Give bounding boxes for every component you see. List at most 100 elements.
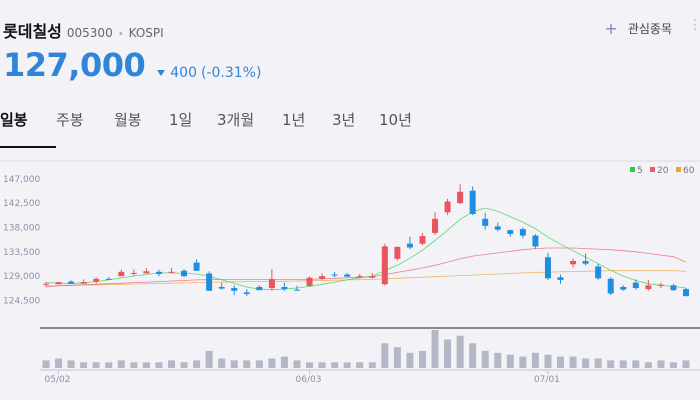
volume-bar	[494, 352, 502, 368]
volume-bar	[167, 360, 175, 368]
ma60-line	[45, 270, 687, 287]
candle-body	[494, 226, 501, 230]
candle-body	[670, 285, 677, 291]
volume-bar	[155, 362, 163, 368]
candle-body	[444, 201, 451, 213]
candle-body	[243, 292, 250, 294]
candle-body	[206, 273, 213, 291]
legend-label: 20	[657, 166, 669, 176]
candle-body	[181, 270, 188, 277]
volume-bar	[280, 356, 288, 368]
volume-bar	[582, 358, 590, 368]
legend-swatch	[630, 167, 635, 172]
stock-chart[interactable]: 124,500 129,000 133,500 138,000 142,500 147,0…	[0, 160, 700, 400]
y-tick-label: 142,500	[3, 199, 40, 209]
candle-body	[507, 230, 514, 234]
volume-bar	[268, 358, 276, 368]
y-tick-label: 129,000	[3, 272, 40, 282]
candle-body	[544, 257, 551, 279]
candle-body	[118, 271, 125, 277]
candle-body	[105, 278, 112, 280]
volume-bar	[105, 362, 113, 368]
legend-swatch	[676, 167, 681, 172]
separator-dot: •	[117, 29, 124, 40]
candle-body	[595, 266, 602, 279]
candle-body	[532, 235, 539, 247]
candle-body	[469, 190, 476, 214]
volume-bar	[519, 356, 527, 368]
candle-body	[482, 218, 489, 226]
candle-body	[55, 282, 62, 285]
candle-body	[93, 278, 100, 282]
tab-10years[interactable]: 10년	[379, 111, 412, 129]
more-vertical-icon[interactable]: ⋮	[688, 17, 700, 33]
volume-bar	[80, 362, 88, 368]
ma20-line	[45, 247, 687, 288]
candle-body	[632, 282, 639, 289]
candle-body	[582, 261, 589, 264]
candle-body	[43, 283, 49, 285]
candle-body	[519, 229, 526, 236]
volume-bar	[306, 362, 314, 368]
volume-bar	[456, 335, 464, 368]
volume-bar	[393, 347, 401, 368]
volume-bar	[669, 362, 677, 368]
volume-bar	[255, 360, 263, 368]
volume-bar	[318, 362, 326, 368]
volume-bar	[406, 352, 414, 368]
legend-label: 60	[683, 166, 695, 176]
y-tick-label: 133,500	[3, 248, 40, 258]
y-tick-label: 124,500	[3, 296, 40, 306]
volume-bar	[469, 343, 477, 368]
change-amount: 400	[170, 65, 197, 81]
volume-bar	[230, 360, 238, 368]
tab-3months[interactable]: 3개월	[217, 111, 255, 129]
stock-market: KOSPI	[128, 26, 164, 40]
candle-body	[143, 271, 150, 274]
tab-daily[interactable]: 일봉	[0, 108, 56, 148]
tab-monthly[interactable]: 월봉	[114, 111, 142, 129]
volume-bar	[356, 362, 364, 368]
candle-body	[193, 262, 200, 271]
volume-bar	[557, 356, 565, 368]
volume-bar	[531, 352, 539, 368]
volume-bar	[117, 360, 125, 368]
y-tick-label: 138,000	[3, 223, 40, 233]
tab-1year[interactable]: 1년	[282, 111, 306, 129]
volume-bar	[142, 362, 150, 368]
down-triangle-icon	[157, 70, 166, 76]
volume-bar	[632, 360, 640, 368]
price-row: 127,000 400 (-0.31%)	[3, 46, 261, 84]
add-watchlist-button[interactable]: + 관심종목	[604, 20, 672, 37]
price-change: 400 (-0.31%)	[157, 65, 261, 81]
candle-body	[394, 246, 401, 259]
candle-body	[683, 289, 689, 297]
stock-name: 롯데칠성	[3, 22, 62, 41]
tab-1day[interactable]: 1일	[169, 111, 193, 129]
candle-body	[356, 276, 363, 278]
candle-body	[130, 272, 137, 274]
change-percent: (-0.31%)	[200, 65, 262, 81]
candle-body	[645, 285, 652, 290]
volume-bar	[218, 358, 226, 368]
candle-body	[306, 277, 313, 286]
volume-bar	[130, 362, 138, 368]
volume-bar	[180, 362, 188, 368]
candle-body	[218, 286, 225, 289]
volume-bar	[594, 358, 602, 368]
candle-body	[68, 281, 75, 284]
candle-body	[80, 282, 87, 284]
candle-body	[432, 218, 439, 233]
candle-body	[570, 261, 577, 265]
y-tick-label: 147,000	[3, 175, 40, 185]
tab-3years[interactable]: 3년	[332, 111, 356, 129]
tab-weekly[interactable]: 주봉	[56, 111, 84, 129]
period-tabs: 일봉 주봉 월봉 1일 3개월 1년 3년 10년	[0, 108, 424, 148]
volume-bar	[331, 362, 339, 368]
ma5-line	[45, 207, 687, 291]
candle-body	[419, 236, 426, 244]
legend-label: 5	[637, 166, 643, 176]
x-tick-label: 07/01	[534, 375, 560, 385]
volume-bar	[506, 354, 514, 368]
volume-bar	[205, 350, 213, 368]
